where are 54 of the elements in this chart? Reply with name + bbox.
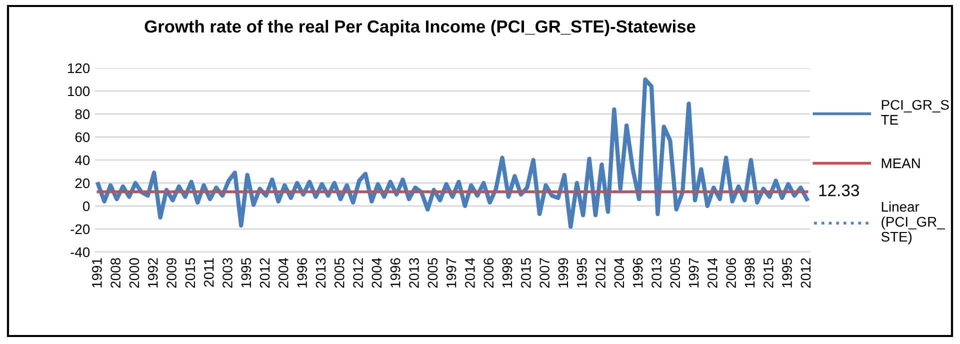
x-tick-label: 1997	[688, 258, 699, 288]
y-tick-label: 60	[75, 132, 90, 142]
x-tick-label: 2013	[409, 258, 419, 288]
x-tick-label: 2006	[726, 258, 736, 288]
x-tick-label: 2013	[652, 258, 662, 288]
x-tick-label: 2008	[110, 258, 120, 288]
x-tick-label: 2004	[278, 258, 288, 288]
y-tick-label: 120	[68, 63, 90, 74]
x-tick-label: 2005	[428, 258, 438, 288]
x-tick-label: 2000	[129, 258, 140, 288]
y-tick-label: -20	[70, 224, 90, 234]
data-label: 12.33	[819, 184, 859, 196]
x-tick-label: 1995	[576, 258, 587, 288]
x-tick-label: 2014	[465, 258, 475, 288]
x-tick-label: 2006	[484, 258, 494, 288]
x-tick-label: 2015	[185, 258, 196, 288]
x-tick-label: 2012	[800, 258, 811, 288]
x-tick-label: 1996	[390, 258, 400, 288]
legend-label: Linear (PCI_GR_STE)	[881, 202, 945, 244]
y-tick-label: 20	[75, 178, 90, 188]
x-tick-label: 2012	[353, 258, 363, 288]
x-tick-label: 1991	[92, 258, 102, 288]
x-tick-label: 1997	[446, 258, 456, 288]
y-tick-label: 0	[82, 201, 90, 212]
x-tick-label: 2007	[540, 258, 550, 288]
x-tick-label: 2012	[596, 258, 606, 288]
x-tick-label: 2013	[316, 258, 326, 288]
x-tick-label: 1998	[502, 258, 512, 288]
x-tick-label: 1995	[241, 258, 252, 288]
legend-label: MEAN	[882, 158, 920, 168]
x-tick-label: 2003	[222, 258, 232, 288]
y-tick-label: -40	[70, 247, 90, 258]
x-tick-label: 2009	[166, 258, 176, 288]
x-tick-label: 2014	[708, 258, 718, 288]
y-tick-label: 80	[75, 109, 90, 120]
chart-title: Growth rate of the real Per Capita Income (PCI_GR_STE)-Statewise	[144, 20, 696, 36]
x-tick-label: 1995	[782, 258, 792, 288]
x-tick-label: 2004	[372, 258, 382, 288]
x-tick-label: 2005	[334, 258, 344, 288]
y-tick-label: 40	[75, 155, 90, 166]
x-tick-label: 2005	[670, 258, 680, 288]
x-tick-label: 1992	[148, 258, 158, 288]
x-tick-label: 1996	[632, 258, 643, 288]
x-tick-label: 2004	[614, 258, 624, 288]
x-tick-label: 1998	[744, 258, 755, 288]
x-tick-label: 2015	[521, 258, 531, 288]
x-tick-label: 1999	[558, 258, 568, 288]
x-tick-label: 1996	[297, 258, 308, 288]
y-tick-label: 100	[68, 86, 90, 96]
x-tick-label: 2015	[763, 258, 774, 288]
x-tick-label: 2011	[204, 258, 214, 287]
legend-label: PCI_GR_STE	[881, 100, 949, 125]
line-series	[96, 77, 809, 229]
x-tick-label: 2012	[260, 258, 270, 288]
